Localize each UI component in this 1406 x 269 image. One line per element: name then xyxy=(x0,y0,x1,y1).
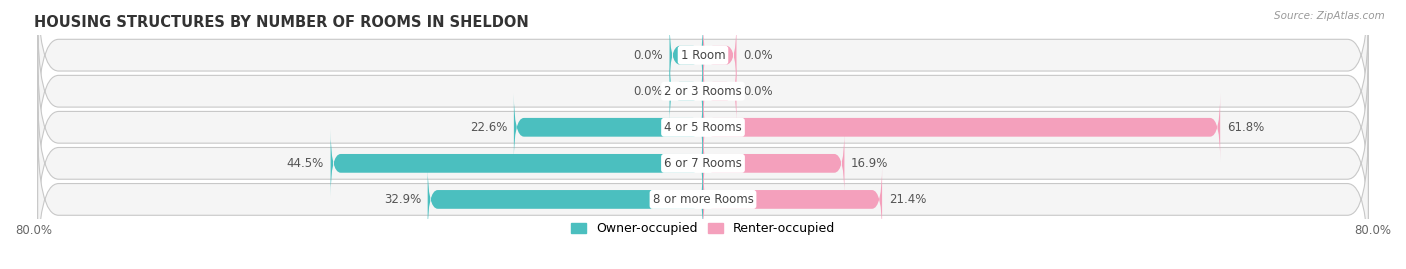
Text: 61.8%: 61.8% xyxy=(1227,121,1264,134)
Text: 1 Room: 1 Room xyxy=(681,49,725,62)
FancyBboxPatch shape xyxy=(513,93,703,161)
Text: HOUSING STRUCTURES BY NUMBER OF ROOMS IN SHELDON: HOUSING STRUCTURES BY NUMBER OF ROOMS IN… xyxy=(34,15,529,30)
Text: 8 or more Rooms: 8 or more Rooms xyxy=(652,193,754,206)
FancyBboxPatch shape xyxy=(703,57,737,125)
Text: 0.0%: 0.0% xyxy=(744,49,773,62)
FancyBboxPatch shape xyxy=(669,21,703,89)
Text: 21.4%: 21.4% xyxy=(889,193,927,206)
Legend: Owner-occupied, Renter-occupied: Owner-occupied, Renter-occupied xyxy=(571,222,835,235)
FancyBboxPatch shape xyxy=(38,17,1368,165)
Text: 4 or 5 Rooms: 4 or 5 Rooms xyxy=(664,121,742,134)
FancyBboxPatch shape xyxy=(669,57,703,125)
FancyBboxPatch shape xyxy=(38,125,1368,269)
FancyBboxPatch shape xyxy=(427,165,703,233)
Text: 0.0%: 0.0% xyxy=(633,49,662,62)
Text: 44.5%: 44.5% xyxy=(287,157,323,170)
FancyBboxPatch shape xyxy=(330,129,703,197)
FancyBboxPatch shape xyxy=(38,89,1368,238)
FancyBboxPatch shape xyxy=(38,0,1368,129)
FancyBboxPatch shape xyxy=(703,129,845,197)
Text: Source: ZipAtlas.com: Source: ZipAtlas.com xyxy=(1274,11,1385,21)
FancyBboxPatch shape xyxy=(38,53,1368,201)
Text: 6 or 7 Rooms: 6 or 7 Rooms xyxy=(664,157,742,170)
Text: 22.6%: 22.6% xyxy=(470,121,508,134)
FancyBboxPatch shape xyxy=(703,93,1220,161)
Text: 16.9%: 16.9% xyxy=(851,157,889,170)
Text: 0.0%: 0.0% xyxy=(744,85,773,98)
Text: 0.0%: 0.0% xyxy=(633,85,662,98)
FancyBboxPatch shape xyxy=(703,165,882,233)
FancyBboxPatch shape xyxy=(703,21,737,89)
Text: 32.9%: 32.9% xyxy=(384,193,420,206)
Text: 2 or 3 Rooms: 2 or 3 Rooms xyxy=(664,85,742,98)
